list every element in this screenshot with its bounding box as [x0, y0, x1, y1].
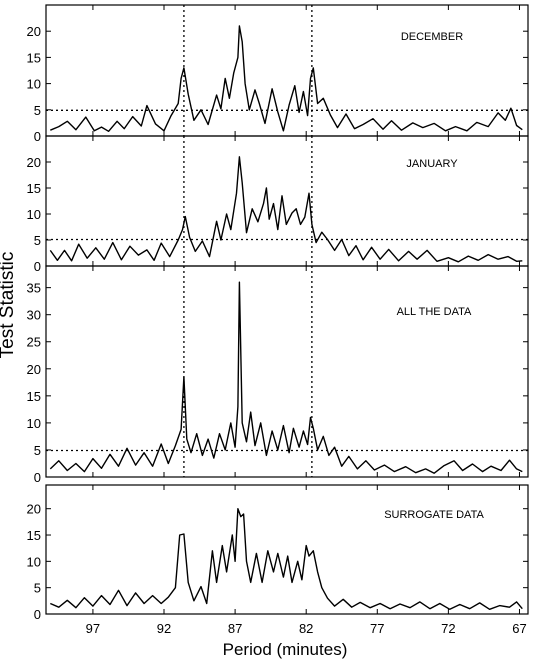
y-tick-label: 15: [27, 181, 41, 196]
panel-title: ALL THE DATA: [397, 306, 472, 318]
data-series-line: [50, 25, 523, 132]
x-tick-label: 77: [370, 621, 384, 636]
y-tick-label: 5: [34, 233, 41, 248]
x-tick-label: 72: [441, 621, 455, 636]
y-tick-label: 15: [27, 528, 41, 543]
y-tick-label: 10: [27, 77, 41, 92]
panel-title: JANUARY: [406, 158, 458, 170]
y-tick-label: 15: [27, 389, 41, 404]
x-tick-label: 97: [86, 621, 100, 636]
y-tick-label: 30: [27, 308, 41, 323]
y-axis-label: Test Statistic: [0, 252, 18, 359]
y-tick-label: 15: [27, 50, 41, 65]
panel-frame: [45, 484, 529, 615]
y-tick-label: 0: [34, 129, 41, 144]
x-tick-label: 92: [157, 621, 171, 636]
panel-4: 0 5 10 15 20 97 92 87 82 77 72 67 SURROGATE DATA: [27, 484, 529, 636]
y-tick-label: 25: [27, 335, 41, 350]
y-tick-label: 20: [27, 362, 41, 377]
panel-frame: [45, 265, 529, 478]
x-tick-label: 82: [299, 621, 313, 636]
panel-frame: [45, 135, 529, 267]
chart-panels: 0 5 10 15 20 DECEMBER 0 5 10 15 20 JANUARY 0 5 10 15 20 2…: [27, 4, 529, 636]
y-tick-label: 20: [27, 24, 41, 39]
y-tick-label: 0: [34, 470, 41, 485]
data-series-line: [49, 156, 523, 263]
panel-title: SURROGATE DATA: [384, 509, 484, 521]
y-tick-label: 5: [34, 443, 41, 458]
y-tick-label: 5: [34, 581, 41, 596]
y-tick-label: 10: [27, 554, 41, 569]
x-tick-label: 87: [228, 621, 242, 636]
y-tick-label: 10: [27, 207, 41, 222]
y-tick-label: 5: [34, 103, 41, 118]
x-tick-label: 67: [512, 621, 526, 636]
panel-2: 0 5 10 15 20 JANUARY: [27, 135, 529, 274]
data-series-line: [49, 281, 523, 474]
y-tick-label: 10: [27, 416, 41, 431]
panel-1: 0 5 10 15 20 DECEMBER: [27, 4, 529, 144]
y-tick-label: 20: [27, 155, 41, 170]
x-axis-label: Period (minutes): [223, 640, 348, 659]
panel-3: 0 5 10 15 20 25 30 35 ALL THE DATA: [27, 265, 529, 485]
y-tick-label: 0: [34, 259, 41, 274]
data-series-line: [50, 508, 523, 610]
y-tick-label: 20: [27, 502, 41, 517]
panel-title: DECEMBER: [401, 31, 463, 43]
y-tick-label: 35: [27, 281, 41, 296]
y-tick-label: 0: [34, 607, 41, 622]
